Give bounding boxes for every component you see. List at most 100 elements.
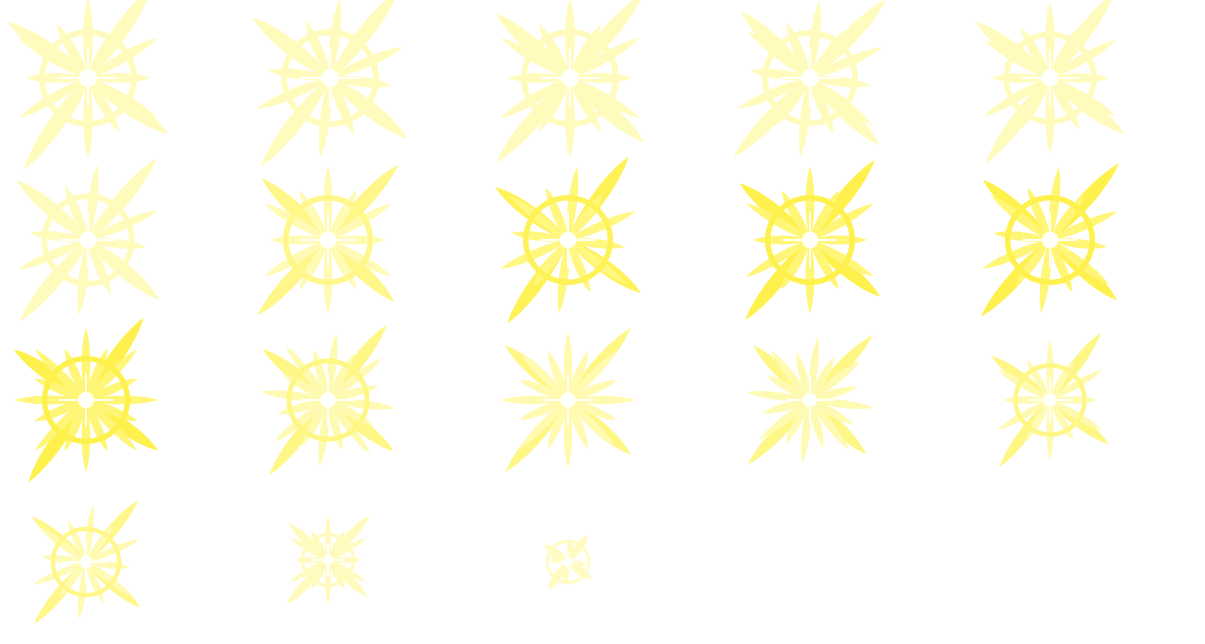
glow-ring bbox=[301, 533, 355, 587]
sparkle-cross bbox=[559, 553, 577, 571]
sprite-frame bbox=[690, 0, 930, 158]
long-ray bbox=[496, 78, 570, 163]
starburst-icon bbox=[733, 0, 887, 157]
glow-ring bbox=[282, 194, 374, 286]
spoke-ray bbox=[808, 0, 821, 78]
spoke-ray bbox=[14, 395, 86, 405]
sprite-frame bbox=[208, 320, 448, 480]
sprite-frame bbox=[0, 317, 206, 483]
sprite-frame bbox=[208, 480, 448, 640]
starburst-icon bbox=[746, 335, 874, 465]
spoke-ray bbox=[77, 240, 90, 316]
glow-ring bbox=[39, 29, 137, 127]
spoke-ray bbox=[810, 78, 873, 126]
glow-ring bbox=[281, 29, 379, 127]
spoke-ray bbox=[799, 78, 812, 156]
spoke-ray bbox=[570, 38, 640, 78]
sparkle-cross bbox=[786, 376, 834, 424]
spoke-ray bbox=[567, 400, 589, 449]
sparkle-cross bbox=[1027, 377, 1073, 423]
spoke-ray bbox=[88, 210, 158, 240]
glow-ring bbox=[522, 194, 614, 286]
spoke-ray bbox=[1050, 400, 1102, 430]
sparkle-cross bbox=[59, 211, 117, 269]
spoke-ray bbox=[737, 78, 810, 109]
sprite-frame bbox=[0, 0, 208, 170]
glow-ring bbox=[764, 194, 856, 286]
starburst-rays bbox=[975, 0, 1125, 163]
starburst-rays bbox=[991, 332, 1109, 468]
long-ray bbox=[496, 13, 570, 78]
starburst-icon bbox=[13, 317, 159, 483]
spoke-ray bbox=[747, 30, 810, 78]
spoke-ray bbox=[86, 164, 99, 240]
spoke-ray bbox=[264, 240, 328, 277]
spoke-ray bbox=[500, 395, 568, 405]
long-ray bbox=[328, 560, 368, 597]
starburst-icon bbox=[31, 500, 141, 624]
spoke-ray bbox=[84, 504, 95, 562]
spoke-ray bbox=[519, 351, 568, 400]
long-ray bbox=[86, 317, 144, 400]
spoke-ray bbox=[86, 349, 137, 400]
spoke-ray bbox=[509, 195, 568, 240]
sprite-frame bbox=[0, 482, 206, 642]
spoke-ray bbox=[32, 562, 86, 585]
starburst-icon bbox=[500, 328, 636, 472]
glow-ring bbox=[521, 29, 619, 127]
sparkle-cross bbox=[302, 374, 354, 426]
spoke-ray bbox=[286, 346, 328, 400]
spoke-ray bbox=[77, 562, 88, 620]
spoke-ray bbox=[810, 240, 874, 277]
spoke-ray bbox=[570, 78, 640, 118]
spoke-ray bbox=[563, 400, 573, 468]
sparkle-cross bbox=[58, 48, 118, 108]
spoke-ray bbox=[1050, 211, 1118, 240]
starburst-icon bbox=[252, 0, 408, 167]
glow-ring bbox=[1004, 194, 1096, 286]
spoke-ray bbox=[568, 399, 617, 421]
spoke-ray bbox=[83, 78, 93, 158]
spoke-ray bbox=[83, 0, 93, 78]
long-ray bbox=[28, 400, 86, 483]
starburst-icon bbox=[16, 158, 160, 322]
spoke-ray bbox=[289, 560, 328, 582]
spoke-ray bbox=[568, 351, 617, 400]
glow-ring bbox=[41, 193, 135, 287]
spoke-ray bbox=[289, 538, 328, 560]
spoke-ray bbox=[1050, 240, 1109, 285]
sparkle-cross bbox=[1022, 212, 1078, 268]
sprite-frame bbox=[448, 320, 688, 480]
spoke-ray bbox=[567, 351, 589, 400]
starburst-icon bbox=[496, 0, 644, 163]
sparkle-cross bbox=[59, 373, 113, 427]
starburst-icon bbox=[991, 332, 1109, 468]
long-ray bbox=[288, 523, 328, 560]
spoke-ray bbox=[318, 78, 332, 158]
spoke-ray bbox=[330, 46, 404, 78]
spoke-ray bbox=[323, 240, 333, 314]
spoke-ray bbox=[18, 78, 88, 118]
spoke-ray bbox=[86, 562, 133, 597]
spoke-ray bbox=[325, 516, 331, 560]
starburst-rays bbox=[260, 324, 396, 476]
spoke-ray bbox=[563, 332, 573, 400]
starburst-icon bbox=[544, 534, 592, 590]
spoke-ray bbox=[35, 400, 86, 451]
spoke-ray bbox=[770, 349, 810, 400]
spoke-ray bbox=[568, 211, 636, 240]
spoke-ray bbox=[566, 166, 579, 240]
spoke-ray bbox=[759, 400, 810, 440]
sprite-frame bbox=[448, 156, 688, 324]
spoke-ray bbox=[328, 560, 367, 582]
long-ray bbox=[262, 178, 328, 240]
spoke-ray bbox=[805, 166, 815, 240]
sparkle-cross bbox=[300, 212, 356, 268]
spoke-ray bbox=[810, 356, 835, 400]
long-ray bbox=[328, 514, 371, 560]
starburst-icon bbox=[981, 163, 1119, 317]
spoke-ray bbox=[86, 400, 137, 451]
spoke-ray bbox=[809, 400, 824, 448]
spoke-ray bbox=[810, 203, 874, 240]
spoke-ray bbox=[519, 399, 568, 421]
